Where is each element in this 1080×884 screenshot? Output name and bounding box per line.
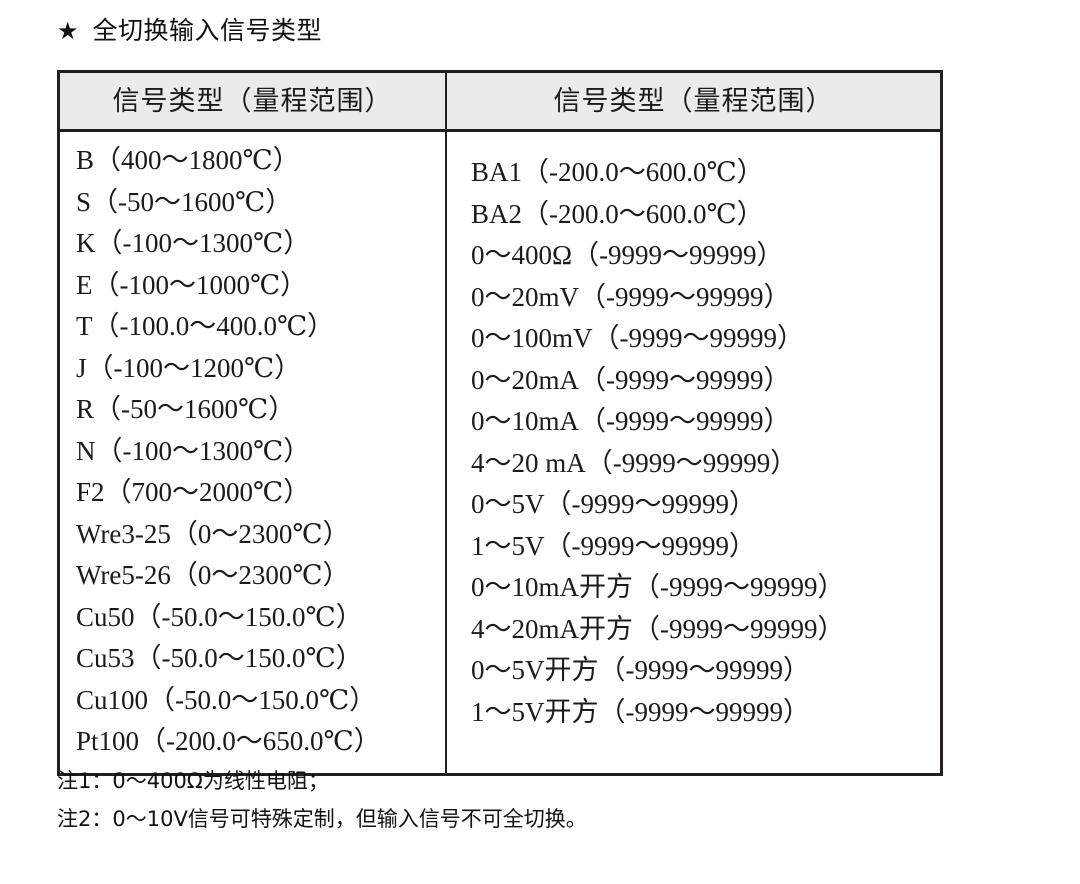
table-row: B（400～1800℃） (76, 145, 300, 175)
table-row: 0～100mV（-9999～99999） (471, 323, 804, 353)
table-row: E（-100～1000℃） (76, 269, 308, 300)
table-column-right: BA1（-200.0～600.0℃） BA2（-200.0～600.0℃） 0～… (447, 132, 940, 773)
table-row: T（-100.0～400.0℃） (76, 311, 335, 341)
table-row: Cu53（-50.0～150.0℃） (76, 643, 363, 673)
table-row: 0～10mA开方（-9999～99999） (471, 572, 845, 602)
table-row: N（-100～1300℃） (76, 435, 311, 466)
table-row: 1～5V（-9999～99999） (471, 530, 756, 561)
table-row: K（-100～1300℃） (76, 228, 311, 258)
table-row: F2（700～2000℃） (76, 477, 311, 507)
table-row: Pt100（-200.0～650.0℃） (76, 726, 381, 756)
table-row: BA2（-200.0～600.0℃） (471, 198, 764, 229)
table-body: B（400～1800℃） S（-50～1600℃） K（-100～1300℃） … (60, 132, 940, 773)
table-row: 0～400Ω（-9999～99999） (471, 240, 784, 270)
table-header-left: 信号类型（量程范围） (60, 73, 447, 129)
star-icon: ★ (57, 17, 79, 45)
table-row: R（-50～1600℃） (76, 394, 296, 424)
table-row: 4～20mA开方（-9999～99999） (471, 613, 845, 644)
table-row: 0～20mA（-9999～99999） (471, 364, 791, 395)
table-row: Cu100（-50.0～150.0℃） (76, 684, 377, 715)
table-header-row: 信号类型（量程范围） 信号类型（量程范围） (60, 73, 940, 132)
table-row: 0～5V（-9999～99999） (471, 489, 756, 519)
table-column-left: B（400～1800℃） S（-50～1600℃） K（-100～1300℃） … (60, 132, 447, 773)
table-row: 1～5V开方（-9999～99999） (471, 696, 810, 727)
footnote-1: 注1：0～400Ω为线性电阻； (57, 769, 329, 793)
table-row: BA1（-200.0～600.0℃） (471, 157, 764, 187)
footnotes: 注1：0～400Ω为线性电阻； 注2：0～10V信号可特殊定制，但输入信号不可全… (57, 762, 587, 838)
signal-type-table: 信号类型（量程范围） 信号类型（量程范围） B（400～1800℃） S（-50… (57, 70, 943, 776)
footnote-2: 注2：0～10V信号可特殊定制，但输入信号不可全切换。 (57, 807, 587, 831)
table-row: 0～10mA（-9999～99999） (471, 406, 791, 436)
table-row: J（-100～1200℃） (76, 352, 302, 383)
table-row: S（-50～1600℃） (76, 186, 293, 217)
table-row: Wre5-26（0～2300℃） (76, 560, 350, 590)
table-row: 0～20mV（-9999～99999） (471, 281, 791, 312)
table-row: Wre3-25（0～2300℃） (76, 518, 350, 549)
page-title: ★ 全切换输入信号类型 (57, 14, 322, 48)
table-row: 0～5V开方（-9999～99999） (471, 655, 810, 685)
table-row: 4～20 mA（-9999～99999） (471, 447, 798, 478)
table-header-right: 信号类型（量程范围） (553, 86, 834, 116)
page-title-text: 全切换输入信号类型 (92, 16, 323, 45)
table-row: Cu50（-50.0～150.0℃） (76, 601, 363, 632)
